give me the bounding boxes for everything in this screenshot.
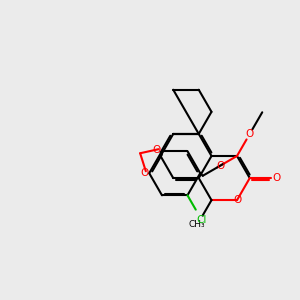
Text: O: O [153, 145, 161, 154]
Text: O: O [273, 173, 281, 183]
Text: O: O [140, 168, 148, 178]
Text: O: O [233, 195, 241, 205]
Text: O: O [216, 160, 225, 171]
Text: CH₃: CH₃ [189, 220, 206, 229]
Text: Cl: Cl [196, 215, 207, 225]
Text: O: O [245, 129, 254, 139]
